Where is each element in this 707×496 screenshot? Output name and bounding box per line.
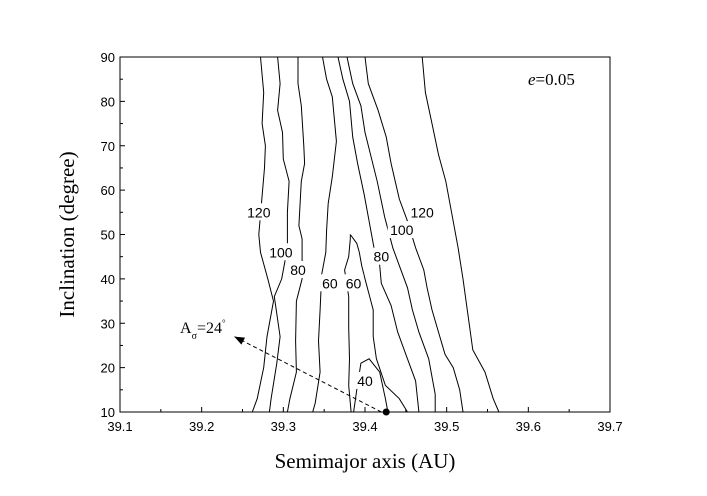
annotation: Aσ=24° bbox=[180, 318, 382, 413]
x-tick-label: 39.4 bbox=[352, 419, 377, 434]
annotation-label: Aσ=24° bbox=[180, 318, 226, 342]
parameter-label: e=0.05 bbox=[528, 70, 575, 89]
contour-line-120-8 bbox=[364, 56, 464, 413]
contour-label-bg bbox=[371, 247, 392, 265]
contour-line-100-1 bbox=[268, 56, 290, 413]
y-tick-label: 20 bbox=[101, 361, 115, 376]
plot-frame bbox=[119, 56, 611, 413]
y-axis-ticks: 10 20 30 40 50 60 70 80 90 bbox=[101, 50, 125, 420]
contour-line-unlabeled-9 bbox=[421, 56, 500, 413]
contour-label-bg bbox=[244, 203, 273, 221]
x-axis-ticks: 39.1 39.2 39.3 39.4 39.5 39.6 39.7 bbox=[107, 407, 623, 434]
x-tick-label: 39.5 bbox=[434, 419, 459, 434]
annotation-arrow-head bbox=[234, 336, 246, 345]
y-tick-label: 10 bbox=[101, 405, 115, 420]
contour-label-bg bbox=[408, 203, 437, 221]
contour-line-40-10 bbox=[353, 358, 389, 413]
contour-label-4: 60 bbox=[346, 275, 362, 291]
y-tick-label: 90 bbox=[101, 50, 115, 65]
contour-line-60-3 bbox=[312, 56, 337, 413]
x-tick-label: 39.1 bbox=[107, 419, 132, 434]
contour-label-5: 80 bbox=[374, 249, 390, 265]
contour-line-60-4 bbox=[344, 234, 352, 413]
contour-lines bbox=[251, 56, 500, 413]
x-tick-label: 39.2 bbox=[189, 419, 214, 434]
contour-line-60-5 bbox=[349, 234, 408, 413]
x-tick-label: 39.3 bbox=[271, 419, 296, 434]
contour-label-3: 60 bbox=[322, 275, 338, 291]
y-tick-label: 50 bbox=[101, 228, 115, 243]
contour-line-80-2 bbox=[286, 57, 306, 413]
contour-label-0: 120 bbox=[247, 204, 271, 220]
contour-label-bg bbox=[355, 371, 375, 389]
contour-line-100-7 bbox=[346, 56, 436, 412]
contour-label-7: 120 bbox=[410, 204, 434, 220]
y-tick-label: 80 bbox=[101, 94, 115, 109]
contour-label-bg bbox=[266, 243, 295, 261]
x-tick-label: 39.7 bbox=[597, 419, 622, 434]
y-tick-label: 70 bbox=[101, 139, 115, 154]
contour-label-bg bbox=[319, 274, 340, 292]
contour-label-bg bbox=[387, 221, 416, 239]
x-axis-title: Semimajor axis (AU) bbox=[275, 449, 456, 473]
contour-label-2: 80 bbox=[290, 262, 306, 278]
contour-label-8: 40 bbox=[357, 373, 373, 389]
x-tick-label: 39.6 bbox=[516, 419, 541, 434]
contour-line-120-0 bbox=[251, 56, 275, 413]
contour-label-bg bbox=[288, 261, 309, 278]
y-tick-label: 40 bbox=[101, 272, 115, 287]
contour-label-1: 100 bbox=[269, 244, 293, 260]
y-axis-title: Inclination (degree) bbox=[55, 151, 79, 317]
contour-label-bg bbox=[343, 274, 364, 292]
y-tick-label: 60 bbox=[101, 183, 115, 198]
contour-label-6: 100 bbox=[390, 222, 414, 238]
y-tick-label: 30 bbox=[101, 316, 115, 331]
